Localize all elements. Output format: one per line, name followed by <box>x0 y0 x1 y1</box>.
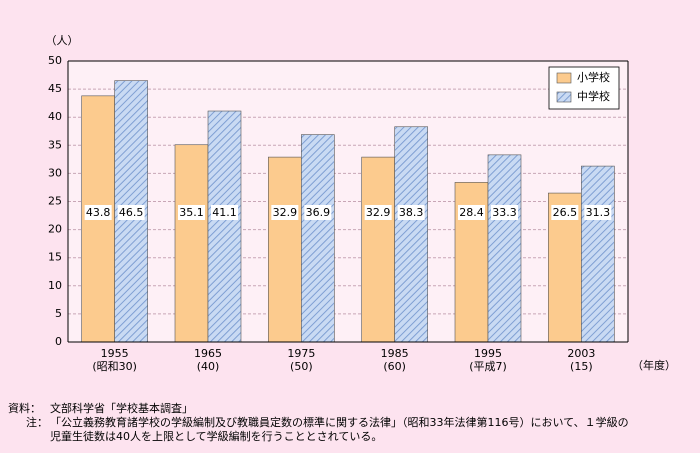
value-label-bg <box>491 205 518 220</box>
value-label-bg <box>397 205 425 220</box>
bar <box>581 165 615 343</box>
value-label: 26.5 <box>553 206 578 219</box>
x-tick-label: 2003 <box>567 347 595 360</box>
source-label: 資料： <box>8 401 41 415</box>
value-label-bg <box>271 205 299 220</box>
legend-swatch <box>556 91 572 103</box>
bar <box>174 144 209 343</box>
value-label-bg <box>364 205 392 220</box>
legend-label: 中学校 <box>577 89 610 103</box>
y-tick-label: 35 <box>48 138 62 151</box>
y-tick-label: 15 <box>48 251 62 264</box>
x-tick-sublabel: (40) <box>197 360 220 373</box>
y-unit: （人） <box>46 34 79 47</box>
y-tick-label: 25 <box>48 195 62 208</box>
value-label: 33.3 <box>492 206 517 219</box>
bar <box>268 156 302 343</box>
bar <box>301 134 335 343</box>
bar <box>207 110 242 343</box>
note-line: 児童生徒数は40人を上限として学級編制を行うこととされている。 <box>50 429 382 443</box>
value-label: 46.5 <box>119 206 144 219</box>
x-tick-sublabel: (昭和30) <box>92 360 137 373</box>
y-tick-label: 40 <box>48 110 62 123</box>
y-tick-label: 50 <box>48 54 62 67</box>
value-label: 32.9 <box>273 206 298 219</box>
y-tick-label: 30 <box>48 166 62 179</box>
x-tick-sublabel: (平成7) <box>469 360 507 373</box>
x-tick-label: 1965 <box>194 347 222 360</box>
value-label: 32.9 <box>366 206 391 219</box>
x-tick-label: 1995 <box>474 347 502 360</box>
value-label: 41.1 <box>212 206 237 219</box>
value-label: 28.4 <box>459 206 484 219</box>
value-label: 38.3 <box>399 206 424 219</box>
x-tick-sublabel: (60) <box>383 360 406 373</box>
bar <box>361 156 395 343</box>
y-tick-label: 10 <box>48 279 62 292</box>
x-tick-sublabel: (15) <box>570 360 593 373</box>
bar <box>394 126 428 343</box>
x-tick-sublabel: (50) <box>290 360 313 373</box>
value-label: 35.1 <box>179 206 204 219</box>
value-label-bg <box>84 205 112 220</box>
source: 文部科学省「学校基本調査」 <box>50 401 193 415</box>
value-label: 31.3 <box>586 206 611 219</box>
value-label-bg <box>117 205 145 220</box>
note-label: 注： <box>26 415 48 429</box>
value-label-bg <box>458 205 485 220</box>
value-label-bg <box>584 205 612 220</box>
y-tick-label: 20 <box>48 223 62 236</box>
value-label: 36.9 <box>306 206 331 219</box>
value-label-bg <box>211 205 238 220</box>
value-label: 43.8 <box>86 206 111 219</box>
y-tick-label: 5 <box>55 307 62 320</box>
x-tick-label: 1985 <box>381 347 409 360</box>
legend-label: 小学校 <box>577 70 610 84</box>
legend-swatch <box>556 72 572 84</box>
x-tick-label: 1975 <box>287 347 315 360</box>
x-tick-label: 1955 <box>101 347 129 360</box>
value-label-bg <box>304 205 332 220</box>
value-label-bg <box>178 205 205 220</box>
bar <box>487 154 522 343</box>
value-label-bg <box>551 205 579 220</box>
x-unit: （年度） <box>632 358 676 372</box>
y-tick-label: 0 <box>55 335 62 348</box>
y-tick-label: 45 <box>48 82 62 95</box>
note-line: 「公立義務教育諸学校の学級編制及び教職員定数の標準に関する法律」（昭和33年法律… <box>50 415 629 429</box>
